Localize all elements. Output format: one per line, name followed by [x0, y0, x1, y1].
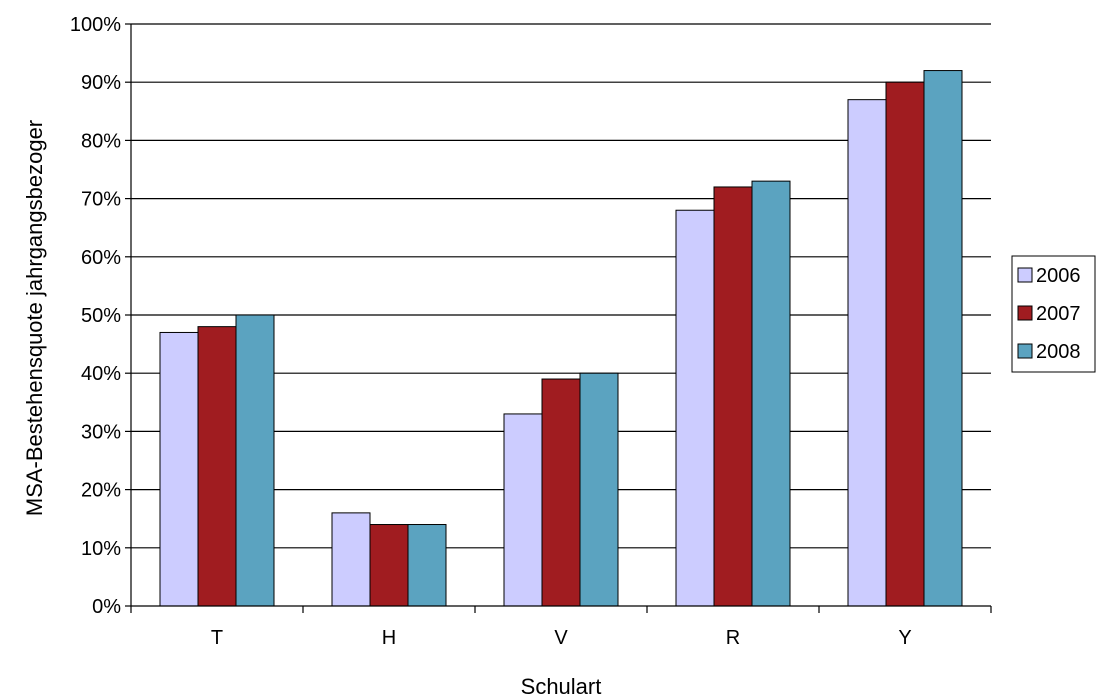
bar-2006-Y	[847, 99, 887, 607]
y-tick-label: 100%	[70, 14, 121, 36]
legend-swatch-2007	[1017, 305, 1033, 321]
x-axis-title: Schulart	[521, 674, 602, 699]
legend: 2006 2007 2008	[1011, 255, 1096, 373]
bar-2008-H	[407, 524, 447, 607]
bar-2007-R	[713, 186, 753, 607]
y-tick-label: 70%	[81, 189, 121, 211]
bar-2006-T	[159, 331, 199, 607]
bar-2006-V	[503, 413, 543, 607]
y-tick-label: 30%	[81, 421, 121, 443]
y-tick-label: 90%	[81, 72, 121, 94]
bar-2007-Y	[885, 81, 925, 607]
x-tick-label: T	[211, 627, 223, 649]
bar-2008-T	[235, 314, 275, 607]
y-axis-title: MSA-Bestehensquote jahrgangsbezoger	[22, 120, 47, 516]
bar-2007-T	[197, 326, 237, 607]
bar-2006-H	[331, 512, 371, 607]
y-tick-label: 50%	[81, 305, 121, 327]
bar-2008-R	[751, 180, 791, 607]
legend-label-2008: 2008	[1036, 341, 1081, 363]
x-tick-label: H	[382, 627, 396, 649]
legend-label-2007: 2007	[1036, 303, 1081, 325]
y-tick-label: 40%	[81, 363, 121, 385]
y-tick-label: 60%	[81, 247, 121, 269]
bar-2008-V	[579, 372, 619, 607]
bar-2008-Y	[923, 70, 963, 607]
x-tick-label: Y	[898, 627, 911, 649]
legend-swatch-2006	[1017, 267, 1033, 283]
y-tick-label: 10%	[81, 538, 121, 560]
legend-label-2006: 2006	[1036, 265, 1081, 287]
axes: 0% 10% 20% 30% 40% 50% 60% 70% 80% 90% 100% T H V R Y	[70, 14, 992, 649]
x-tick-label: R	[726, 627, 740, 649]
bar-2007-V	[541, 378, 581, 607]
bar-2006-R	[675, 209, 715, 607]
y-tick-label: 0%	[92, 596, 121, 618]
bars	[159, 70, 963, 607]
x-tick-label: V	[554, 627, 568, 649]
y-tick-label: 20%	[81, 480, 121, 502]
legend-swatch-2008	[1017, 343, 1033, 359]
y-tick-label: 80%	[81, 130, 121, 152]
bar-2007-H	[369, 524, 409, 607]
